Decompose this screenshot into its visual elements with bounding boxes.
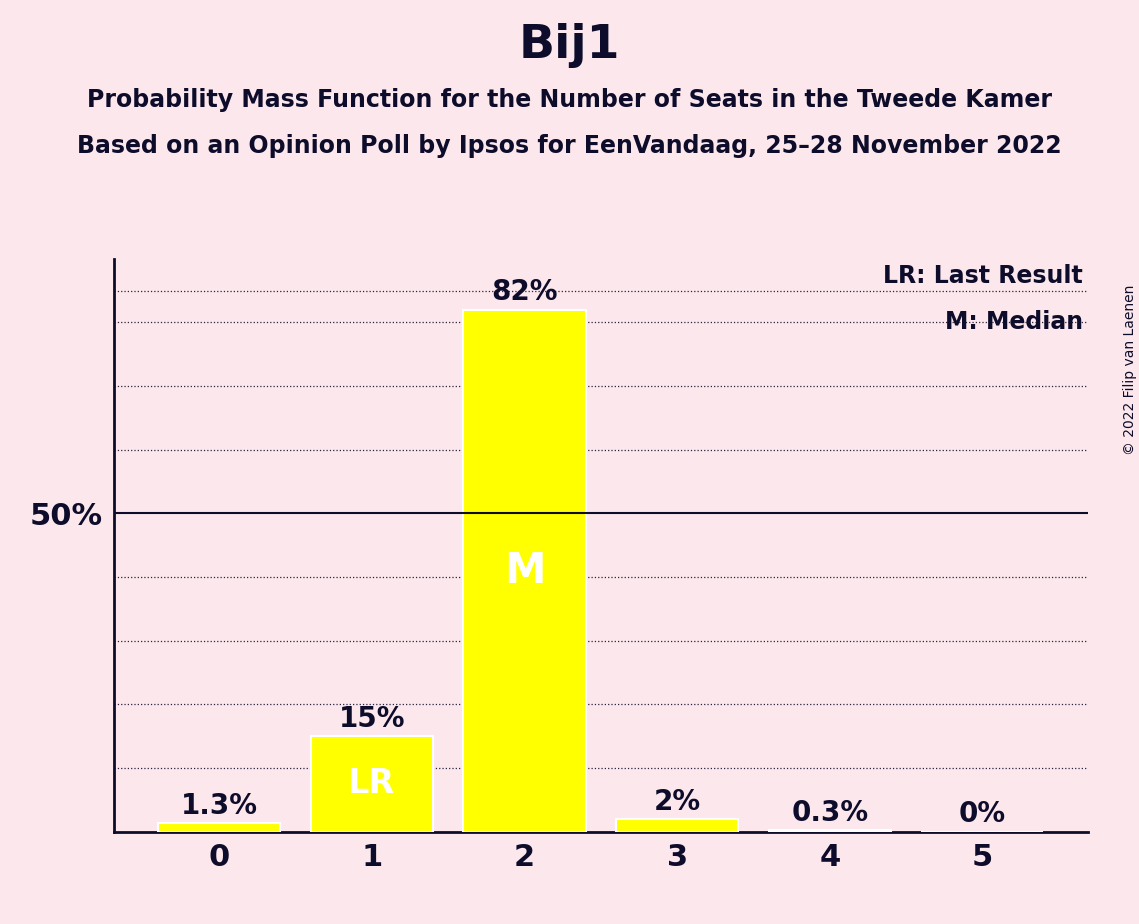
Bar xyxy=(769,830,891,832)
Text: LR: Last Result: LR: Last Result xyxy=(883,264,1083,288)
Text: 1.3%: 1.3% xyxy=(181,792,257,821)
Text: Bij1: Bij1 xyxy=(518,23,621,68)
Text: LR: LR xyxy=(349,767,395,800)
Text: M: Median: M: Median xyxy=(944,310,1083,334)
Bar xyxy=(616,819,738,832)
Text: Probability Mass Function for the Number of Seats in the Tweede Kamer: Probability Mass Function for the Number… xyxy=(87,88,1052,112)
Bar xyxy=(311,736,433,832)
Bar xyxy=(464,310,585,832)
Text: Based on an Opinion Poll by Ipsos for EenVandaag, 25–28 November 2022: Based on an Opinion Poll by Ipsos for Ee… xyxy=(77,134,1062,158)
Text: 2%: 2% xyxy=(654,787,700,816)
Bar xyxy=(158,823,280,832)
Text: 0%: 0% xyxy=(959,800,1006,829)
Text: 15%: 15% xyxy=(338,705,405,733)
Text: © 2022 Filip van Laenen: © 2022 Filip van Laenen xyxy=(1123,285,1137,455)
Text: 0.3%: 0.3% xyxy=(792,798,868,826)
Text: 82%: 82% xyxy=(491,278,558,307)
Text: M: M xyxy=(503,550,546,591)
